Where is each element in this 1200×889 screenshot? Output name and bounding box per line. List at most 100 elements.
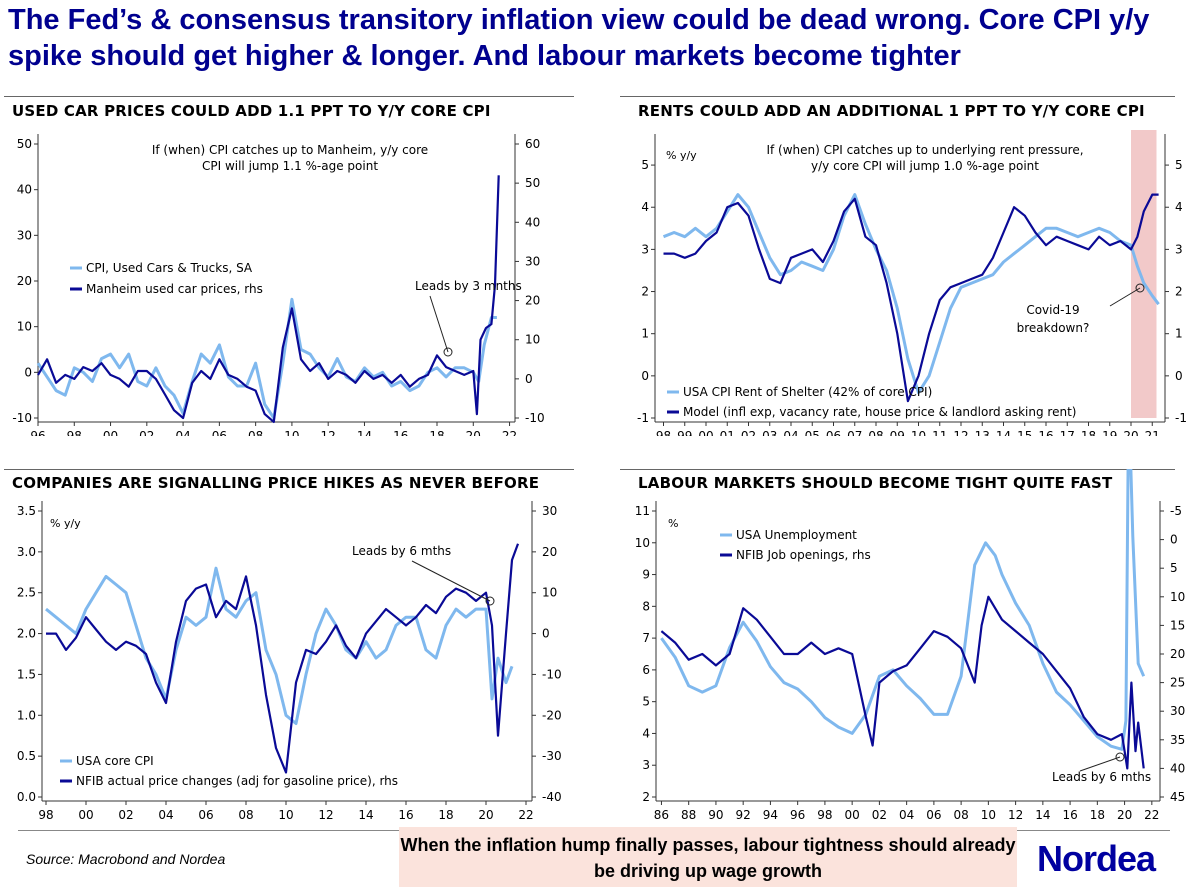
x-tick-label: 96: [30, 429, 45, 436]
x-tick-label: 06: [926, 808, 941, 819]
legend-label: Model (infl exp, vacancy rate, house pri…: [683, 405, 1076, 419]
x-tick-label: 04: [783, 429, 798, 436]
x-tick-label: 10: [911, 429, 926, 436]
panel-price-hikes: COMPANIES ARE SIGNALLING PRICE HIKES AS …: [0, 469, 600, 819]
y-tick-label-right: 2: [1175, 285, 1183, 299]
annotation-marker: [485, 596, 495, 606]
legend-label: CPI, Used Cars & Trucks, SA: [86, 261, 253, 275]
x-tick-label: 02: [139, 429, 154, 436]
x-tick-label: 15: [1017, 429, 1032, 436]
series-line-dark: [46, 543, 520, 774]
y-tick-label-left: 1.5: [17, 667, 36, 681]
y-tick-label-left: 0.5: [17, 749, 36, 763]
y-tick-label-left: 3: [642, 758, 650, 772]
y-tick-label-right: 30: [1170, 704, 1185, 718]
x-tick-label: 08: [868, 429, 883, 436]
y-tick-label-left: 1: [641, 327, 649, 341]
y-tick-label-right: 50: [525, 176, 540, 190]
y-tick-label-left: 3.0: [17, 545, 36, 559]
annotation-arrow: [429, 295, 449, 353]
x-tick-label: 86: [654, 808, 669, 819]
x-tick-label: 20: [466, 429, 481, 436]
y-tick-label-right: 10: [1170, 590, 1185, 604]
x-tick-label: 04: [158, 808, 173, 819]
annotation-arrow: [411, 560, 491, 602]
legend-label: NFIB actual price changes (adj for gasol…: [76, 774, 398, 788]
series-line-dark: [663, 193, 1159, 403]
y-tick-label-right: 10: [542, 586, 557, 600]
y-tick-label-right: 20: [1170, 647, 1185, 661]
x-tick-label: 03: [762, 429, 777, 436]
x-tick-label: 92: [736, 808, 751, 819]
x-tick-label: 18: [429, 429, 444, 436]
x-tick-label: 98: [656, 429, 671, 436]
x-tick-label: 18: [1090, 808, 1105, 819]
x-tick-label: 00: [103, 429, 118, 436]
x-tick-label: 12: [953, 429, 968, 436]
y-tick-label-left: 7: [642, 631, 650, 645]
y-tick-label-left: 10: [635, 536, 650, 550]
x-tick-label: 19: [1102, 429, 1117, 436]
x-tick-label: 07: [847, 429, 862, 436]
y-tick-label-left: 50: [17, 137, 32, 151]
headline: The Fed’s & consensus transitory inflati…: [8, 4, 1150, 72]
chart-price-hikes: 0.0 0.5 1.0 1.5 2.0 2.5 3.0 3.5 -40 -30 -20 -10 0 10 2…: [17, 501, 562, 819]
panel-rents: RENTS COULD ADD AN ADDITIONAL 1 PPT TO Y…: [600, 96, 1200, 436]
x-tick-label: 14: [357, 429, 372, 436]
x-tick-label: 14: [996, 429, 1011, 436]
panel-title: USED CAR PRICES COULD ADD 1.1 PPT TO Y/Y…: [12, 102, 491, 120]
x-tick-label: 13: [975, 429, 990, 436]
y-tick-label-left: 2: [642, 790, 650, 804]
y-tick-label-right: 30: [542, 504, 557, 518]
y-tick-label-left: 5: [641, 158, 649, 172]
panel-top-rule: [620, 469, 1175, 470]
y-tick-label-right: 35: [1170, 733, 1185, 747]
y-tick-label-right: -30: [542, 749, 562, 763]
y-tick-label-right: 20: [542, 545, 557, 559]
y-tick-label-left: 8: [642, 599, 650, 613]
y-tick-label-left: 3.5: [17, 504, 36, 518]
y-tick-label-left: 2.0: [17, 627, 36, 641]
x-tick-label: 08: [248, 429, 263, 436]
x-tick-label: 14: [358, 808, 373, 819]
x-tick-label: 18: [1081, 429, 1096, 436]
x-tick-label: 00: [698, 429, 713, 436]
x-tick-label: 12: [321, 429, 336, 436]
panel-title: RENTS COULD ADD AN ADDITIONAL 1 PPT TO Y…: [638, 102, 1145, 120]
x-tick-label: 14: [1035, 808, 1050, 819]
y-tick-label-right: 0: [525, 372, 533, 386]
panel-top-rule: [620, 96, 1175, 97]
y-tick-label-left: -10: [12, 411, 32, 425]
annotation-marker: [443, 347, 453, 357]
panel-title: COMPANIES ARE SIGNALLING PRICE HIKES AS …: [12, 474, 540, 492]
panel-top-rule: [4, 96, 574, 97]
x-tick-label: 05: [805, 429, 820, 436]
x-tick-label: 98: [67, 429, 82, 436]
y-tick-label-right: -1: [1175, 411, 1187, 425]
x-tick-label: 10: [981, 808, 996, 819]
y-tick-label-right: -20: [542, 708, 562, 722]
y-tick-label-right: 40: [525, 215, 540, 229]
covid-shade-band: [1131, 130, 1157, 418]
x-tick-label: 06: [212, 429, 227, 436]
legend-label: Manheim used car prices, rhs: [86, 282, 263, 296]
legend-label: NFIB Job openings, rhs: [736, 548, 871, 562]
legend-label: USA Unemployment: [736, 528, 857, 542]
y-tick-label-left: 4: [641, 200, 649, 214]
x-tick-label: 21: [1145, 429, 1160, 436]
y-tick-label-right: 0: [1175, 369, 1183, 383]
x-tick-label: 98: [38, 808, 53, 819]
x-tick-label: 16: [1062, 808, 1077, 819]
annotation-text: y/y core CPI will jump 1.0 %-age point: [811, 159, 1039, 173]
x-tick-label: 12: [318, 808, 333, 819]
y-tick-label-right: 0: [1170, 533, 1178, 547]
y-tick-label-left: 1.0: [17, 708, 36, 722]
x-tick-label: 08: [953, 808, 968, 819]
y-tick-label-left: 6: [642, 663, 650, 677]
y-tick-label-right: 0: [542, 627, 550, 641]
x-tick-label: 09: [890, 429, 905, 436]
x-tick-label: 90: [708, 808, 723, 819]
x-tick-label: 17: [1060, 429, 1075, 436]
series-line-dark: [37, 175, 500, 423]
